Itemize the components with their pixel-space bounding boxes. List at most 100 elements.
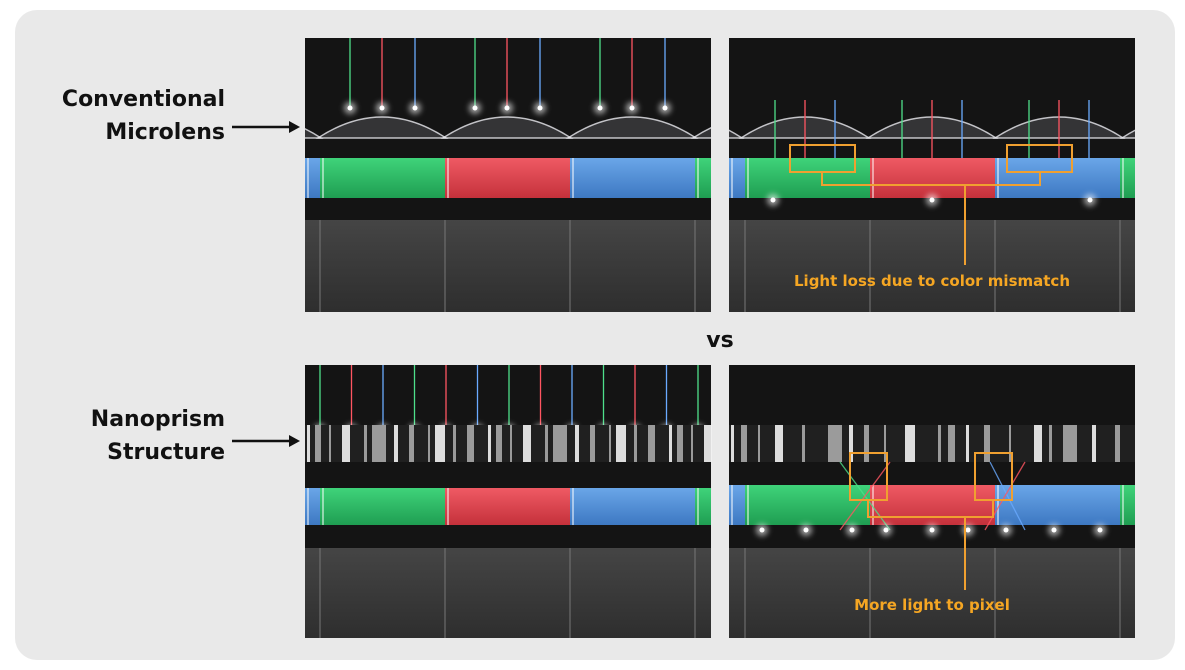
- label-line: Structure: [107, 440, 225, 465]
- light-point: [537, 105, 543, 111]
- arrow: [232, 121, 300, 133]
- nanoprism: [435, 425, 445, 462]
- nanoprism: [409, 425, 414, 462]
- refracted-beam: [984, 461, 1026, 531]
- nanoprism: [669, 425, 672, 462]
- nanoprism: [315, 425, 321, 462]
- nanoprism: [1034, 425, 1042, 462]
- nanoprism: [575, 425, 579, 462]
- light-point: [412, 105, 418, 111]
- label-line: Conventional: [62, 87, 225, 112]
- nanoprism: [741, 425, 747, 462]
- light-point: [770, 197, 776, 203]
- color-filter: [320, 158, 445, 198]
- microlens: [565, 116, 699, 139]
- annotation: More light to pixel: [854, 596, 1010, 614]
- color-filter: [570, 488, 695, 525]
- nanoprism: [307, 425, 310, 462]
- color-filter: [745, 485, 870, 525]
- nanoprism: [948, 425, 955, 462]
- color-filter: [745, 158, 870, 198]
- connector: [821, 172, 1041, 265]
- nanoprism: [1049, 425, 1052, 462]
- light-point: [472, 105, 478, 111]
- nanoprism: [677, 425, 683, 462]
- nanoprism: [1009, 425, 1011, 462]
- light-point: [883, 527, 889, 533]
- light-point: [1003, 527, 1009, 533]
- color-filter: [570, 158, 695, 198]
- photodiode: [305, 548, 711, 638]
- light-point: [597, 105, 603, 111]
- separator: vs: [706, 328, 733, 353]
- photodiode: [305, 220, 711, 312]
- connector: [867, 500, 994, 590]
- microlens: [690, 127, 711, 139]
- light-point: [759, 527, 765, 533]
- nanoprism: [364, 425, 367, 462]
- nanoprism: [884, 425, 886, 462]
- light-point: [803, 527, 809, 533]
- light-point: [1051, 527, 1057, 533]
- nanoprism: [634, 425, 637, 462]
- light-point: [662, 105, 668, 111]
- nanoprism: [775, 425, 783, 462]
- microlens: [315, 116, 449, 139]
- label-line: Nanoprism: [91, 407, 225, 432]
- nanoprism: [553, 425, 567, 462]
- refracted-beam: [839, 461, 891, 531]
- nanoprism: [590, 425, 595, 462]
- photodiode: [729, 548, 1135, 638]
- color-filter: [445, 158, 570, 198]
- annotation: Light loss due to color mismatch: [794, 272, 1070, 290]
- nanoprism: [510, 425, 512, 462]
- nanoprism: [329, 425, 331, 462]
- nanoprism: [496, 425, 502, 462]
- color-filter: [870, 485, 995, 525]
- color-filter: [320, 488, 445, 525]
- nanoprism: [758, 425, 760, 462]
- refracted-beam: [989, 461, 1026, 531]
- nanoprism: [704, 425, 712, 462]
- nanoprism: [828, 425, 842, 462]
- arrow: [232, 435, 300, 447]
- nanoprism: [648, 425, 655, 462]
- microlens: [305, 128, 324, 139]
- nanoprism: [523, 425, 531, 462]
- nanoprism: [467, 425, 474, 462]
- nanoprism: [342, 425, 350, 462]
- nanoprism: [372, 425, 386, 462]
- light-point: [504, 105, 510, 111]
- nanoprism: [864, 425, 869, 462]
- nanoprism: [1115, 425, 1120, 462]
- photodiode: [729, 220, 1135, 312]
- color-filter: [995, 485, 1120, 525]
- nanoprism: [984, 425, 990, 462]
- light-point: [929, 197, 935, 203]
- nanoprism: [1063, 425, 1077, 462]
- nanoprism: [394, 425, 398, 462]
- microlens: [729, 129, 745, 139]
- color-filter: [995, 158, 1120, 198]
- nanoprism: [545, 425, 548, 462]
- nanoprism: [731, 425, 734, 462]
- nanoprism: [453, 425, 456, 462]
- nanoprism: [428, 425, 430, 462]
- microlens: [440, 116, 574, 139]
- nanoprism: [905, 425, 915, 462]
- color-filter: [445, 488, 570, 525]
- nanoprism: [1092, 425, 1096, 462]
- light-point: [1097, 527, 1103, 533]
- light-point: [629, 105, 635, 111]
- light-point: [965, 527, 971, 533]
- nanoprism: [488, 425, 491, 462]
- light-point: [1087, 197, 1093, 203]
- light-point: [929, 527, 935, 533]
- nanoprism: [691, 425, 693, 462]
- nanoprism: [966, 425, 969, 462]
- illustrations: [305, 38, 1135, 638]
- light-point: [849, 527, 855, 533]
- microlens: [1119, 129, 1135, 139]
- nanoprism: [609, 425, 611, 462]
